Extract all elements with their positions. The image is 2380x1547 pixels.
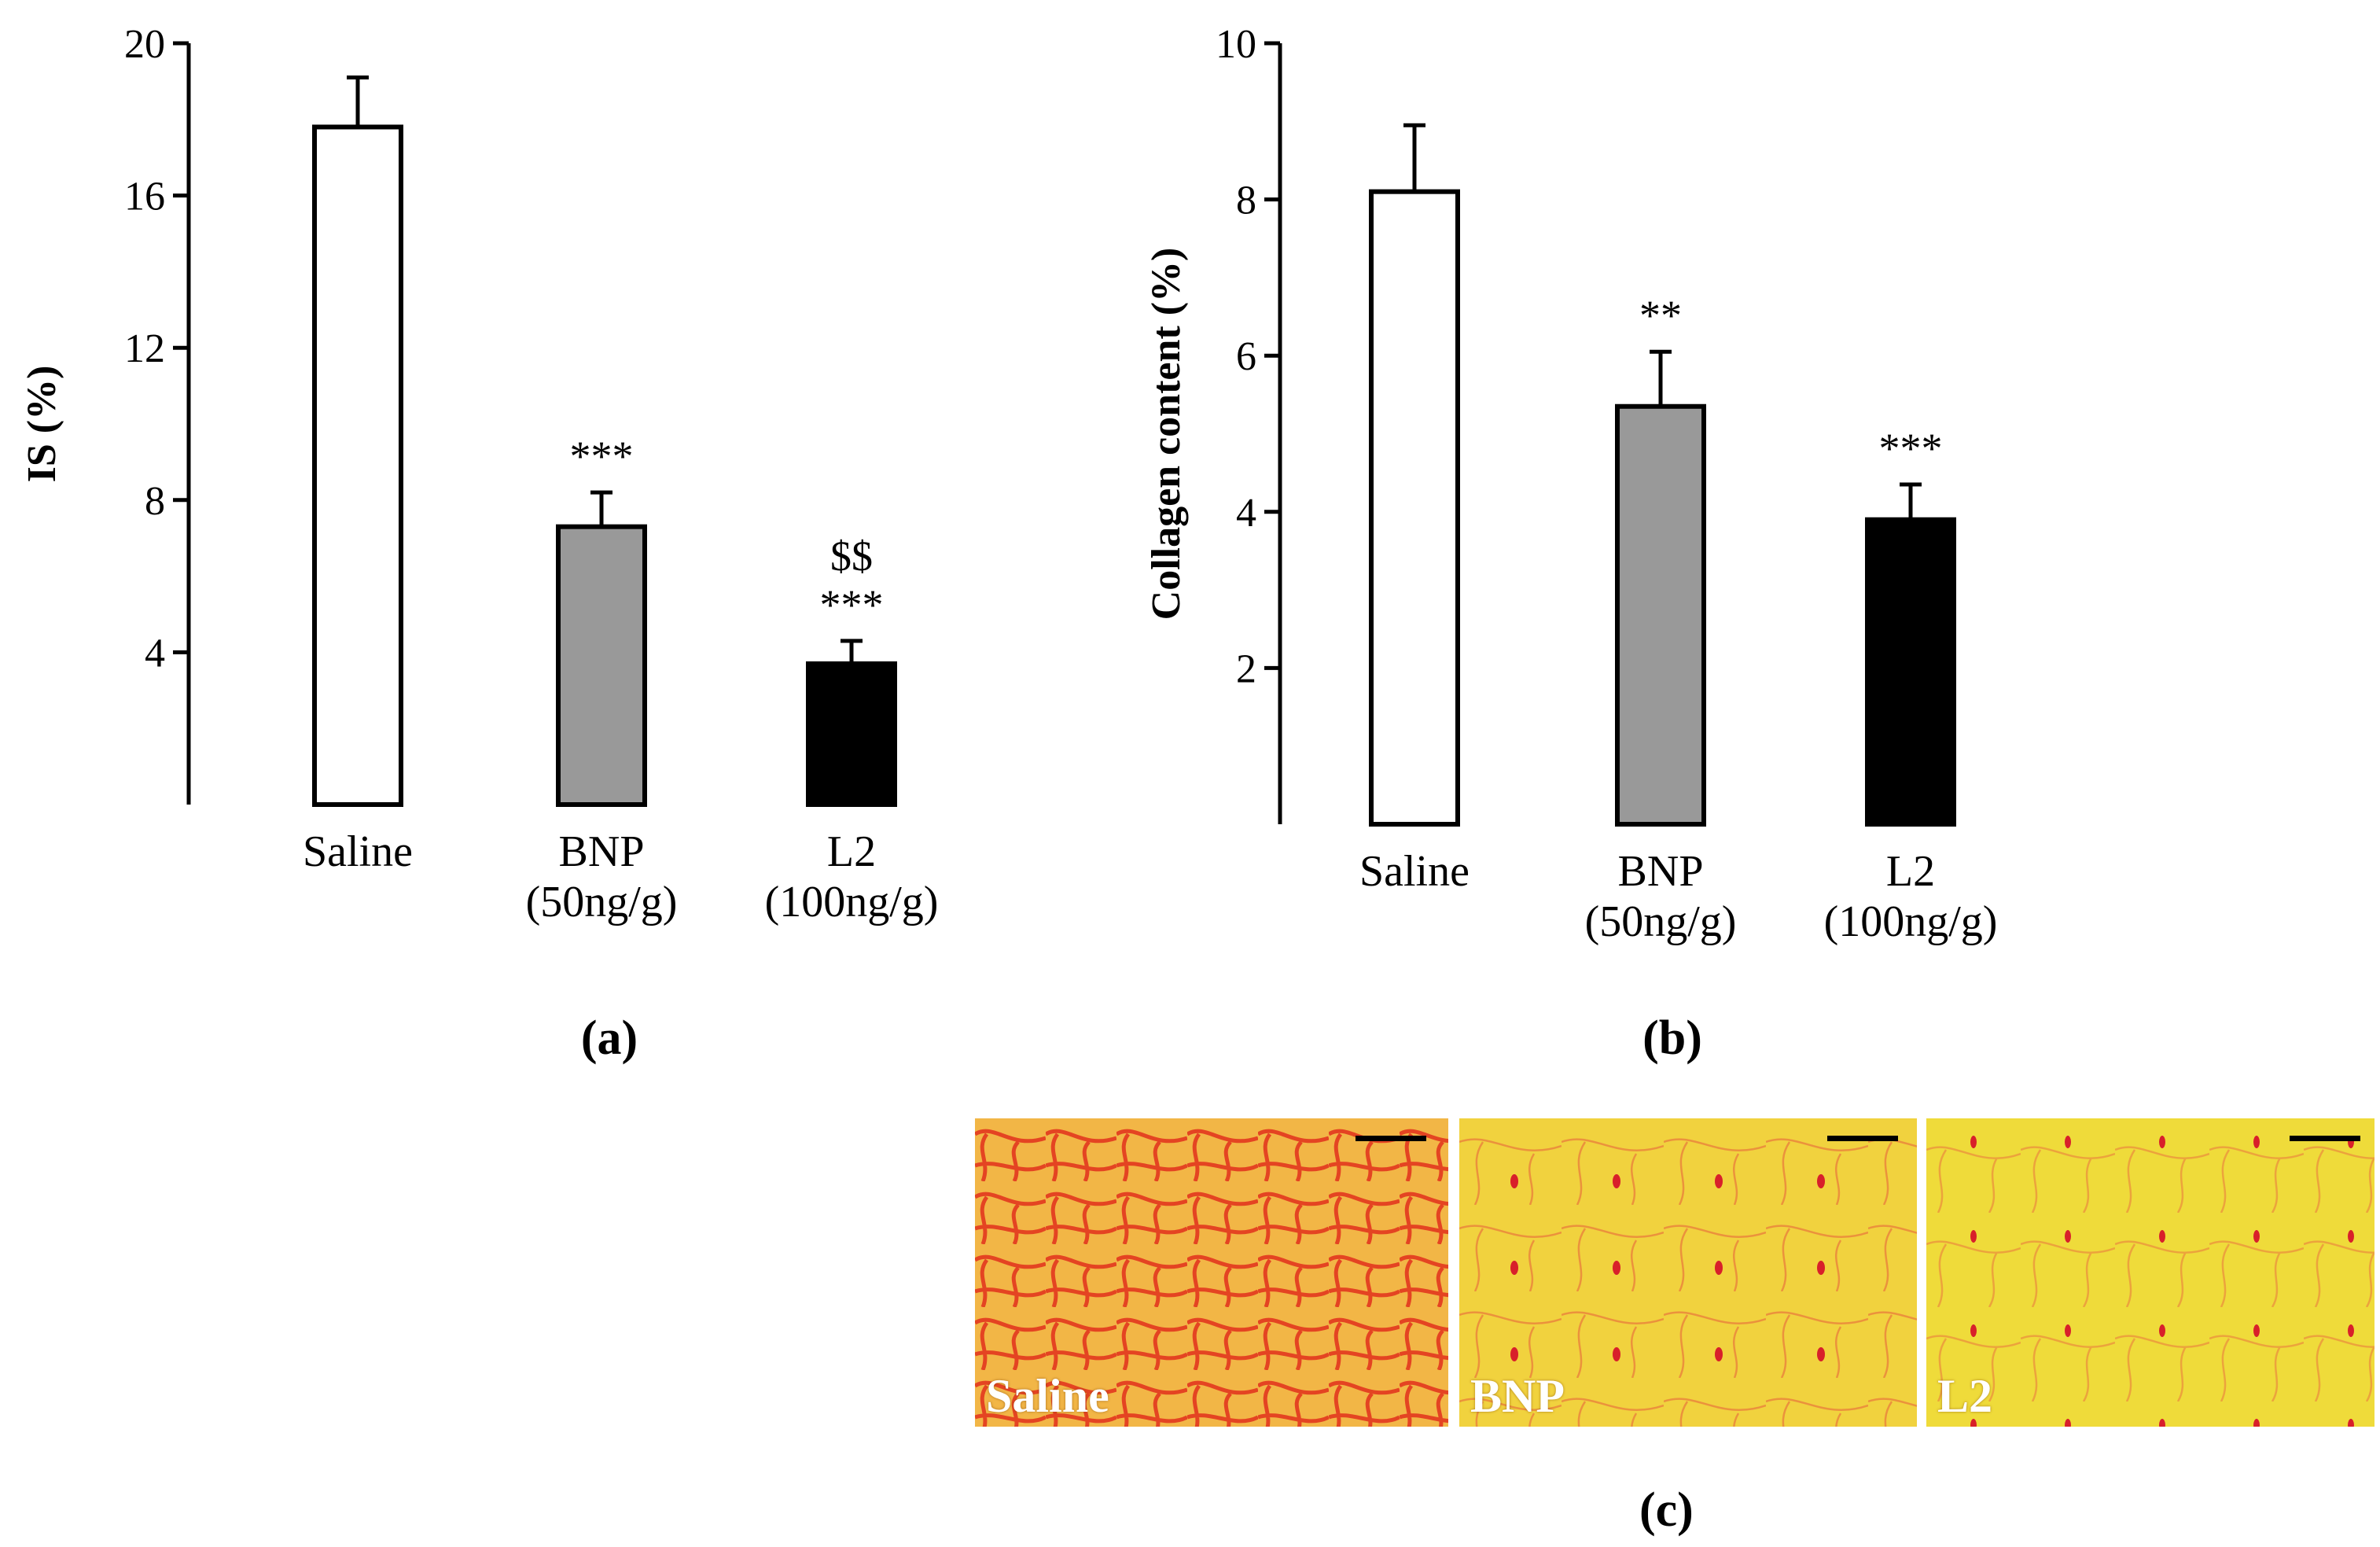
y-tick-label: 10: [1216, 22, 1256, 67]
x-tick-label: (50ng/g): [526, 878, 678, 926]
bar: [1369, 189, 1460, 827]
micrograph-label-bnp: BNP: [1470, 1370, 1565, 1422]
y-tick-label: 4: [145, 631, 165, 676]
micrograph-bnp-image: [1459, 1118, 1917, 1427]
scale-bar: [1356, 1136, 1426, 1141]
micrograph-label-l2: L2: [1937, 1370, 1993, 1422]
micrograph-l2-image: [1926, 1118, 2374, 1427]
significance-label: **: [1639, 292, 1682, 339]
y-tick-label: 8: [1236, 179, 1256, 223]
significance-label: ***: [1879, 425, 1943, 472]
chart-b: 2 4 6 8 10 Collagen content (%) Saline ** BNP(50…: [1144, 22, 1997, 1065]
bar: [806, 661, 897, 807]
y-axis-label: Collagen content (%): [1144, 248, 1189, 621]
bar: [1865, 517, 1956, 827]
bar: [1615, 403, 1706, 827]
x-tick-label: L2: [827, 827, 876, 876]
panel-label: (a): [581, 1011, 638, 1065]
y-tick-label: 12: [124, 326, 165, 371]
micrograph-bnp: BNP: [1459, 1118, 1917, 1427]
significance-label: ***: [820, 581, 884, 628]
micrograph-label-saline: Saline: [986, 1370, 1109, 1422]
y-tick-label: 20: [124, 22, 165, 67]
x-tick-label: (50ng/g): [1585, 897, 1737, 946]
significance-label: ***: [570, 433, 634, 480]
x-tick-label: BNP: [1618, 847, 1704, 896]
y-tick-label: 8: [145, 479, 165, 524]
x-tick-label: BNP: [559, 827, 645, 876]
bar: [312, 124, 403, 808]
x-tick-label: Saline: [1359, 847, 1470, 896]
scale-bar: [2290, 1136, 2360, 1141]
panel-label-c: (c): [1639, 1483, 1694, 1537]
micrograph-saline: Saline: [975, 1118, 1448, 1427]
micrograph-saline-image: [975, 1118, 1448, 1427]
panel-label: (b): [1642, 1011, 1702, 1065]
micrograph-l2: L2: [1926, 1118, 2374, 1427]
significance-label: $$: [830, 532, 873, 580]
bar: [556, 524, 647, 807]
x-tick-label: (100ng/g): [1824, 897, 1998, 946]
y-tick-label: 4: [1236, 491, 1256, 536]
x-tick-label: (100ng/g): [765, 878, 939, 926]
y-tick-label: 2: [1236, 646, 1256, 691]
x-tick-label: L2: [1886, 847, 1935, 896]
y-axis-label: IS (%): [20, 366, 64, 483]
scale-bar: [1827, 1136, 1898, 1141]
x-tick-label: Saline: [303, 827, 413, 876]
y-tick-label: 16: [124, 175, 165, 219]
y-tick-label: 6: [1236, 334, 1256, 379]
